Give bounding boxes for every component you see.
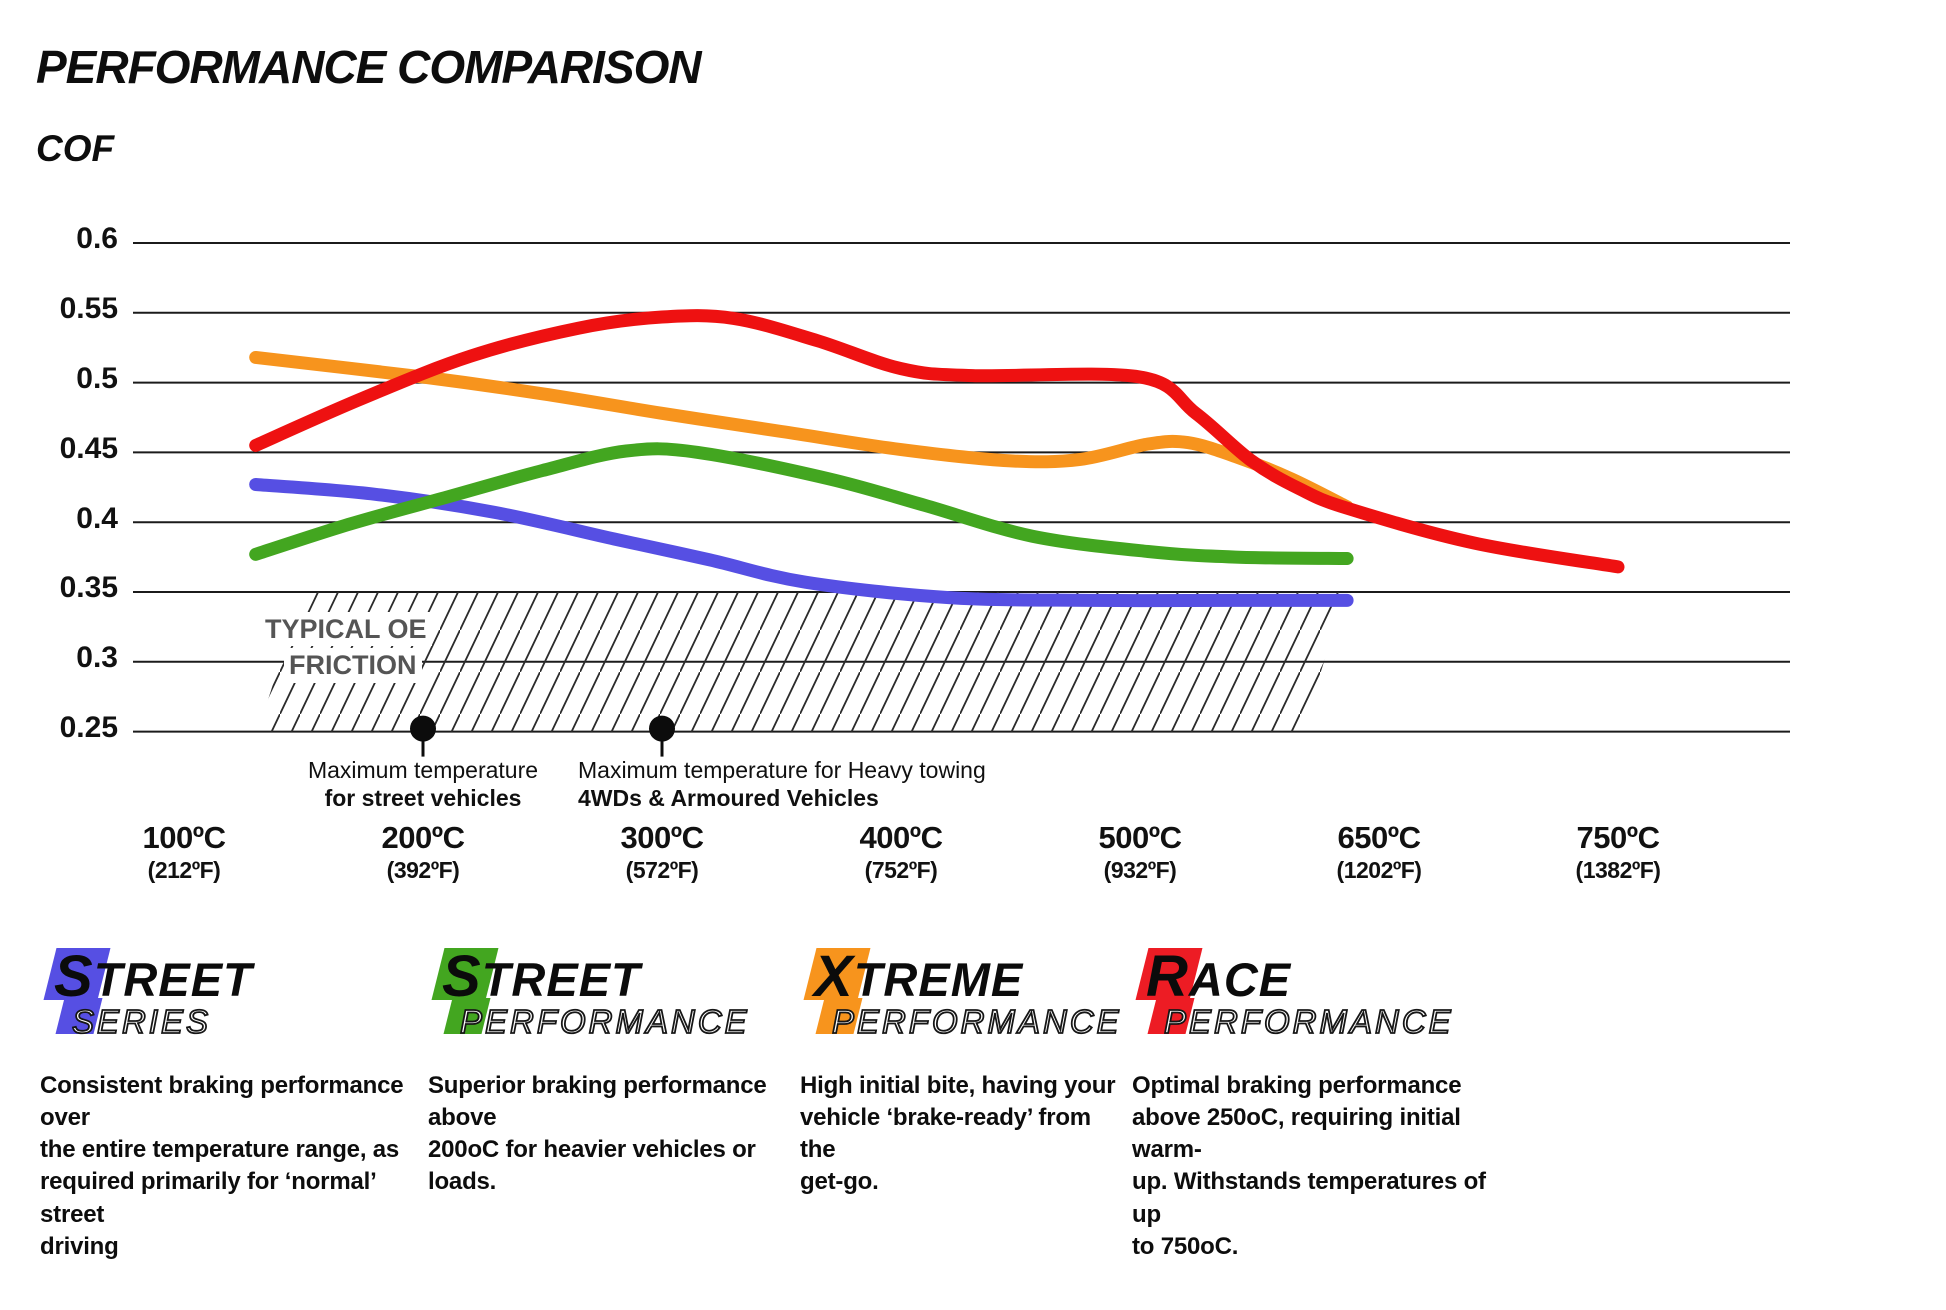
typical-oe-friction-label: TYPICAL OE FRICTION (260, 612, 432, 683)
brand-description: Superior braking performance above 200oC… (428, 1072, 767, 1196)
brand-description: Optimal braking performance above 250oC,… (1132, 1072, 1486, 1260)
x-tick-fahrenheit: (1382ºF) (1575, 857, 1661, 883)
x-tick-fahrenheit: (752ºF) (864, 857, 938, 883)
logo-word2: PERFORMANCE (831, 1002, 1122, 1040)
y-tick-0.6: 0.6 (76, 222, 118, 255)
logo-initial: S (54, 944, 94, 1009)
x-tick-celsius: 750ºC (1576, 820, 1660, 855)
logo-word2: SERIES (71, 1002, 212, 1040)
logo-initial: R (1146, 944, 1189, 1009)
x-tick-200c: 200ºC (392ºF) (323, 822, 523, 882)
x-tick-celsius: 300ºC (620, 820, 704, 855)
logo-word1: R ACE (1132, 948, 1498, 1006)
x-tick-100c: 100ºC (212ºF) (84, 822, 284, 882)
logo-word1-rest: TREET (93, 953, 253, 1006)
x-tick-fahrenheit: (1202ºF) (1336, 857, 1422, 883)
x-tick-400c: 400ºC (752ºF) (801, 822, 1001, 882)
logo-word2: PERFORMANCE (1163, 1002, 1454, 1040)
xtreme-performance-logo: X TREME PERFORMANCE (800, 948, 1130, 1070)
logo-word1-rest: TREET (481, 953, 641, 1006)
x-tick-500c: 500ºC (932ºF) (1040, 822, 1240, 882)
x-tick-750c: 750ºC (1382ºF) (1518, 822, 1718, 882)
street-performance-logo: S TREET PERFORMANCE (428, 948, 790, 1070)
oe-label-line1: TYPICAL OE (260, 612, 432, 647)
brand-description: Consistent braking performance over the … (40, 1072, 404, 1260)
brand-description: High initial bite, having your vehicle ‘… (800, 1072, 1116, 1196)
logo-initial: X (814, 944, 854, 1009)
x-tick-celsius: 650ºC (1337, 820, 1421, 855)
y-tick-0.35: 0.35 (59, 571, 118, 604)
annotation-line-bold: 4WDs & Armoured Vehicles (578, 785, 879, 812)
temperature-limit-markers (410, 715, 675, 757)
brand-street-performance: S TREET PERFORMANCE Superior braking perf… (428, 948, 790, 1199)
x-tick-celsius: 400ºC (859, 820, 943, 855)
x-tick-celsius: 100ºC (142, 820, 226, 855)
y-axis-title: COF (36, 128, 115, 169)
y-tick-0.45: 0.45 (59, 432, 118, 465)
y-tick-0.4: 0.4 (76, 502, 118, 535)
x-tick-celsius: 200ºC (381, 820, 465, 855)
annotation-street-max-temp: Maximum temperature for street vehicles (238, 756, 608, 812)
race-performance-logo: R ACE PERFORMANCE (1132, 948, 1498, 1070)
x-tick-fahrenheit: (212ºF) (147, 857, 221, 883)
brand-street-series: S TREET SERIES Consistent braking perform… (40, 948, 412, 1263)
annotation-line: Maximum temperature (307, 757, 539, 783)
logo-word2: PERFORMANCE (459, 1002, 750, 1040)
logo-word1: X TREME (800, 948, 1130, 1006)
annotation-heavy-towing-max-temp: Maximum temperature for Heavy towing 4WD… (578, 756, 1098, 812)
x-tick-300c: 300ºC (572ºF) (562, 822, 762, 882)
x-tick-650c: 650ºC (1202ºF) (1279, 822, 1479, 882)
logo-word1-rest: TREME (853, 953, 1024, 1006)
annotation-line: Maximum temperature for Heavy towing (578, 757, 986, 783)
logo-initial: S (442, 944, 482, 1009)
logo-word1: S TREET (428, 948, 790, 1006)
y-tick-0.55: 0.55 (59, 292, 118, 325)
brand-xtreme-performance: X TREME PERFORMANCE High initial bite, ha… (800, 948, 1130, 1199)
series-curves (249, 309, 1625, 608)
annotation-line-bold: for street vehicles (324, 785, 522, 812)
street-series-logo: S TREET SERIES (40, 948, 412, 1070)
typical-oe-friction-band (258, 592, 1346, 732)
y-tick-0.3: 0.3 (76, 641, 118, 674)
page-title: PERFORMANCE COMPARISON (36, 41, 702, 93)
x-tick-fahrenheit: (932ºF) (1103, 857, 1177, 883)
brand-race-performance: R ACE PERFORMANCE Optimal braking perform… (1132, 948, 1498, 1263)
y-tick-0.5: 0.5 (76, 362, 118, 395)
oe-label-line2: FRICTION (284, 648, 422, 683)
x-tick-fahrenheit: (572ºF) (625, 857, 699, 883)
logo-word1-rest: ACE (1188, 953, 1292, 1006)
x-tick-fahrenheit: (392ºF) (386, 857, 460, 883)
x-tick-celsius: 500ºC (1098, 820, 1182, 855)
y-tick-0.25: 0.25 (59, 711, 118, 744)
logo-word1: S TREET (40, 948, 412, 1006)
